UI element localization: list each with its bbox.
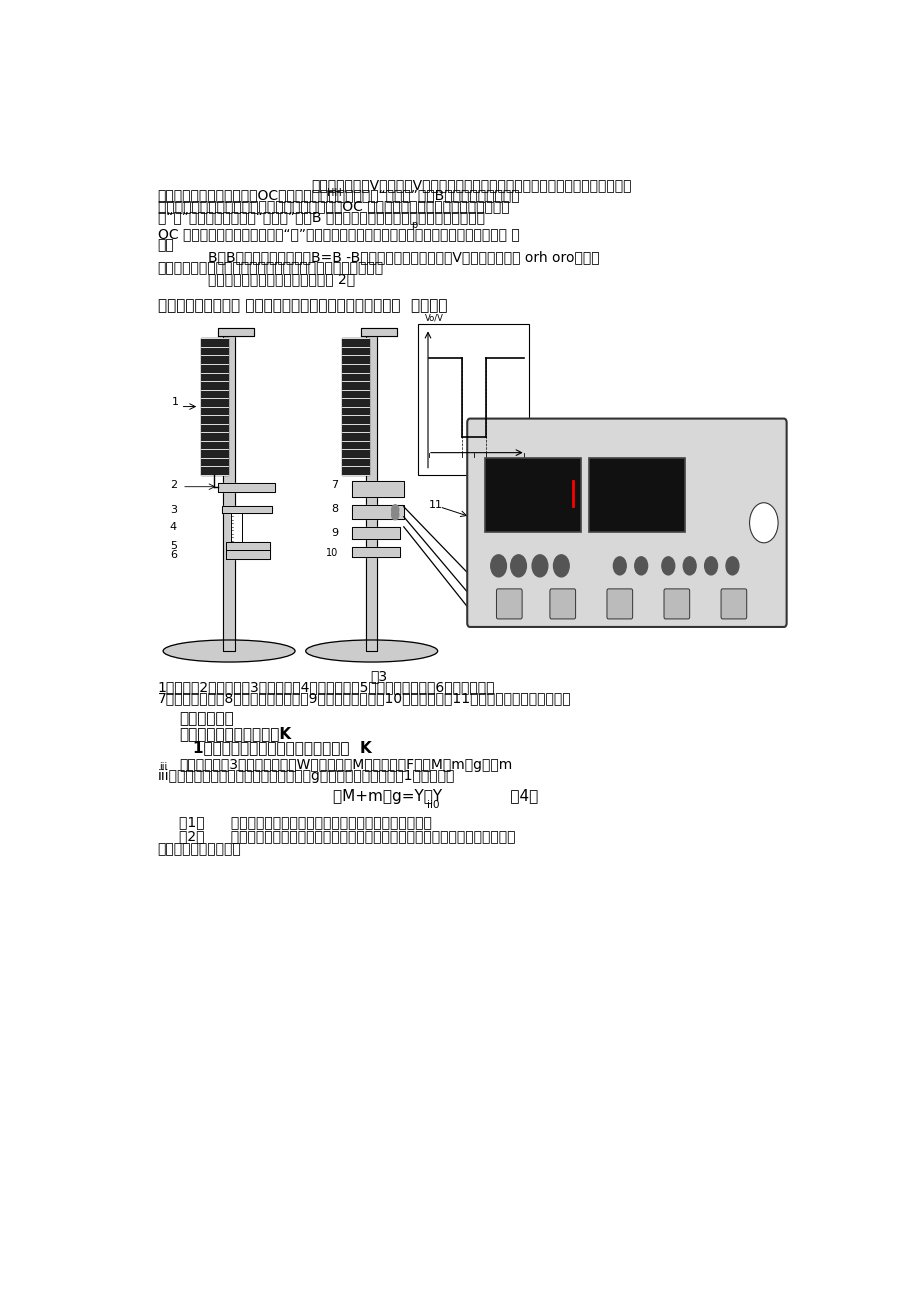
- Text: 7: 7: [331, 480, 338, 489]
- Text: 《实验仓器和用具》 集成霍尔传感器特性与简谐振动实验仪  仓器结构: 《实验仓器和用具》 集成霍尔传感器特性与简谐振动实验仪 仓器结构: [158, 298, 447, 314]
- Text: OC 门输出高电压，这时称其为“关”态，这样两次高电压变换，使霍尔开关完成了一次开关 动: OC 门输出高电压，这时称其为“关”态，这样两次高电压变换，使霍尔开关完成了一次…: [158, 228, 519, 241]
- Text: 08.86: 08.86: [499, 480, 565, 501]
- Polygon shape: [223, 330, 234, 650]
- Text: 7、牀码和磁鑰，8、开关霍尔传感器，9、水平调节螺丝，10、锁紧螺丝，11、计时电压测量稳压组合仪: 7、牀码和磁鑰，8、开关霍尔传感器，9、水平调节螺丝，10、锁紧螺丝，11、计时…: [158, 691, 571, 705]
- Circle shape: [531, 554, 547, 576]
- Text: B/nT: B/nT: [529, 448, 549, 457]
- Text: B与B的差值一定，此差值B=B -B称为磁滞，在此差值内，V保持不变，因而 orh oro使开关: B与B的差值一定，此差值B=B -B称为磁滞，在此差值内，V保持不变，因而 or…: [208, 250, 598, 264]
- Circle shape: [510, 554, 526, 576]
- Text: 9: 9: [331, 528, 338, 537]
- Polygon shape: [351, 505, 403, 519]
- Text: 作。: 作。: [158, 238, 175, 252]
- FancyBboxPatch shape: [607, 589, 632, 619]
- Polygon shape: [225, 541, 270, 550]
- Text: 11: 11: [428, 500, 442, 510]
- FancyBboxPatch shape: [467, 419, 786, 627]
- Text: 0: 0: [427, 457, 431, 462]
- Text: 《实验内容》: 《实验内容》: [179, 712, 233, 726]
- Circle shape: [634, 557, 647, 575]
- Text: 8: 8: [422, 355, 426, 362]
- FancyBboxPatch shape: [417, 324, 528, 475]
- Circle shape: [749, 502, 777, 543]
- Text: 8: 8: [331, 503, 338, 514]
- Text: 10: 10: [470, 457, 478, 462]
- Polygon shape: [366, 330, 377, 650]
- Circle shape: [725, 557, 738, 575]
- Text: 4: 4: [170, 522, 176, 532]
- Polygon shape: [218, 483, 275, 492]
- FancyBboxPatch shape: [720, 589, 746, 619]
- Text: 集成霍尔传感器特性 与简谐振动实验仪: 集成霍尔传感器特性 与简谐振动实验仪: [594, 431, 659, 436]
- Text: (Off): (Off): [465, 438, 482, 448]
- Text: Vo/V: Vo/V: [425, 314, 444, 323]
- Text: 集成霍尔开关传感器输出特性如图 2。: 集成霍尔开关传感器输出特性如图 2。: [208, 272, 355, 286]
- Text: 2: 2: [170, 480, 176, 489]
- Text: （2）      将弹簧固定在焦利秤上部悬臂上，旋转悬臂，使挂于弹簧下放的牀码盘的尖针: （2） 将弹簧固定在焦利秤上部悬臂上，旋转悬臂，使挂于弹簧下放的牀码盘的尖针: [179, 829, 516, 843]
- Text: 为“开”当施加的磁场达到“释放点”（即B ）时，触发器输出低电压，三极管截止，使: 为“开”当施加的磁场达到“释放点”（即B ）时，触发器输出低电压，三极管截止，使: [158, 211, 484, 224]
- Text: 1、弹簧，2、牀码盘，3、平面镜，4、游标卡尺，5、卡尺固定螺母，6、调节螺母，: 1、弹簧，2、牀码盘，3、平面镜，4、游标卡尺，5、卡尺固定螺母，6、调节螺母，: [158, 680, 494, 693]
- Polygon shape: [231, 513, 242, 541]
- Text: iii为牀码盘质量与弹簧的有效质量之和，g为重力加速度。利用（1）式可得：: iii为牀码盘质量与弹簧的有效质量之和，g为重力加速度。利用（1）式可得：: [158, 769, 455, 783]
- Text: 6: 6: [170, 550, 176, 559]
- Text: 1、利用新型焦利秤测定弹簧倨强系数  K: 1、利用新型焦利秤测定弹簧倨强系数 K: [193, 740, 372, 755]
- Text: 1: 1: [172, 397, 179, 406]
- Text: 输出稳定可靠，这也就是集成霍尔开关传感器优良特性之一。: 输出稳定可靠，这也就是集成霍尔开关传感器优良特性之一。: [158, 262, 383, 276]
- Text: （M+m）g=Y－Y              （4）: （M+m）g=Y－Y （4）: [333, 790, 538, 804]
- Text: p: p: [411, 220, 417, 230]
- Circle shape: [490, 554, 505, 576]
- Polygon shape: [225, 550, 270, 559]
- Polygon shape: [351, 527, 400, 539]
- FancyBboxPatch shape: [496, 589, 522, 619]
- Polygon shape: [218, 328, 254, 337]
- FancyBboxPatch shape: [664, 589, 689, 619]
- Polygon shape: [221, 506, 272, 513]
- Circle shape: [661, 557, 674, 575]
- Circle shape: [613, 557, 626, 575]
- Text: F: F: [422, 338, 426, 345]
- Text: 5: 5: [170, 541, 176, 550]
- Text: 20: 20: [520, 457, 528, 462]
- Circle shape: [683, 557, 696, 575]
- Text: 5: 5: [460, 457, 464, 462]
- Text: 一、测量弹簧的倨强系数K: 一、测量弹簧的倨强系数K: [179, 726, 291, 742]
- Circle shape: [704, 557, 717, 575]
- FancyBboxPatch shape: [484, 458, 580, 532]
- Polygon shape: [360, 328, 396, 337]
- Text: 实验装置如图3所示。在牀码盘W中放置牀码M，则作用力F＝（M＋m）g式中m: 实验装置如图3所示。在牀码盘W中放置牀码M，则作用力F＝（M＋m）g式中m: [179, 758, 512, 773]
- Polygon shape: [200, 338, 227, 475]
- Ellipse shape: [163, 640, 295, 662]
- Text: 10: 10: [326, 548, 338, 558]
- Polygon shape: [341, 338, 369, 475]
- Text: 15: 15: [482, 457, 490, 462]
- Text: 2500: 2500: [607, 480, 665, 501]
- Text: 整形，使其成为方波输送到OC门输出。当施加的磁场达到“工作点”（即B）时，触发器输出。: 整形，使其成为方波输送到OC门输出。当施加的磁场达到“工作点”（即B）时，触发器…: [158, 189, 520, 202]
- Text: 靠拢游标尺上的小镜；: 靠拢游标尺上的小镜；: [158, 842, 242, 856]
- FancyBboxPatch shape: [550, 589, 575, 619]
- Ellipse shape: [305, 640, 437, 662]
- Text: (ON): (ON): [437, 343, 454, 353]
- FancyBboxPatch shape: [588, 458, 684, 532]
- Text: 3: 3: [170, 505, 176, 515]
- Circle shape: [391, 505, 398, 515]
- Polygon shape: [351, 546, 400, 557]
- Text: HH: HH: [327, 189, 342, 198]
- Text: ii0: ii0: [426, 800, 438, 811]
- Text: iii: iii: [159, 762, 167, 773]
- Text: 图3: 图3: [369, 669, 387, 683]
- Circle shape: [553, 554, 569, 576]
- Text: 一个霍尔电势巪V输出，该V信号经放大器放大以后送至施密特触发器整形，使触发器: 一个霍尔电势巪V输出，该V信号经放大器放大以后送至施密特触发器整形，使触发器: [311, 178, 631, 193]
- Text: （1）      调节实验装置底脚联丝，使焦利秤立柱垂直（目测）；: （1） 调节实验装置底脚联丝，使焦利秤立柱垂直（目测）；: [179, 816, 432, 829]
- Text: 高电压（相对于地电位），使三极管导通，此时，OC 门输出端输出低电压，通常称这种状态: 高电压（相对于地电位），使三极管导通，此时，OC 门输出端输出低电压，通常称这种…: [158, 199, 509, 213]
- Polygon shape: [351, 480, 403, 497]
- Circle shape: [391, 510, 398, 520]
